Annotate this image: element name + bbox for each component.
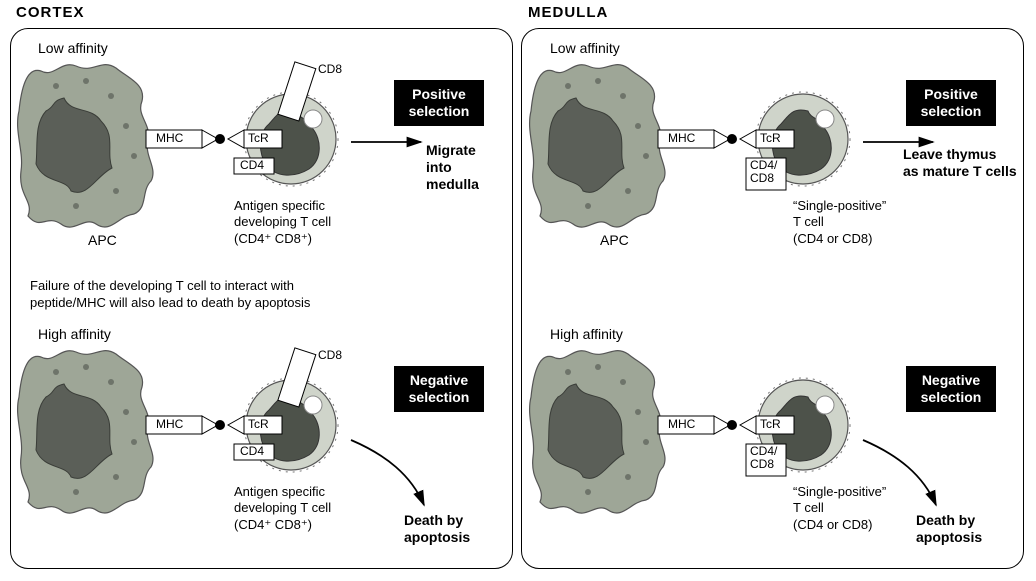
region-title-cortex: CORTEX	[16, 4, 85, 21]
tcr-label: TcR	[248, 417, 269, 431]
outcome-text: Migrate into medulla	[426, 142, 479, 192]
cd4cd8-label: CD4/ CD8	[750, 445, 777, 470]
tcr-label: TcR	[760, 131, 781, 145]
outcome-text: Leave thymus as mature T cells	[903, 146, 1017, 180]
panel-medulla-high: High affinity MHC TcR CD4/ CD8 Negative …	[528, 320, 1018, 565]
outcome-text: Death by apoptosis	[404, 512, 470, 546]
tcr-label: TcR	[760, 417, 781, 431]
mhc-label: MHC	[156, 131, 183, 145]
selection-box: Negative selection	[906, 366, 996, 412]
apc-label: APC	[88, 232, 117, 248]
cd8-label: CD8	[318, 348, 342, 362]
mid-note: Failure of the developing T cell to inte…	[30, 278, 390, 312]
outcome-text: Death by apoptosis	[916, 512, 982, 546]
tcr-label: TcR	[248, 131, 269, 145]
apc-label: APC	[600, 232, 629, 248]
panel-cortex-high: High affinity MHC TcR CD8 CD4 Negative s…	[16, 320, 506, 565]
mhc-label: MHC	[668, 417, 695, 431]
cd4-label: CD4	[240, 444, 264, 458]
selection-box: Positive selection	[906, 80, 996, 126]
cd4-label: CD4	[240, 158, 264, 172]
region-title-medulla: MEDULLA	[528, 4, 608, 21]
panel-medulla-low: Low affinity MHC TcR CD4/ CD8 APC Positi…	[528, 34, 1018, 279]
panel-cortex-low: Low affinity MHC TcR CD8 CD4 APC Positiv…	[16, 34, 506, 279]
mhc-label: MHC	[156, 417, 183, 431]
cell-desc: Antigen specific developing T cell (CD4⁺…	[234, 198, 331, 247]
cell-desc: “Single-positive” T cell (CD4 or CD8)	[793, 484, 886, 533]
cd8-label: CD8	[318, 62, 342, 76]
selection-box: Negative selection	[394, 366, 484, 412]
mhc-label: MHC	[668, 131, 695, 145]
cd4cd8-label: CD4/ CD8	[750, 159, 777, 184]
cell-desc: “Single-positive” T cell (CD4 or CD8)	[793, 198, 886, 247]
cell-desc: Antigen specific developing T cell (CD4⁺…	[234, 484, 331, 533]
selection-box: Positive selection	[394, 80, 484, 126]
